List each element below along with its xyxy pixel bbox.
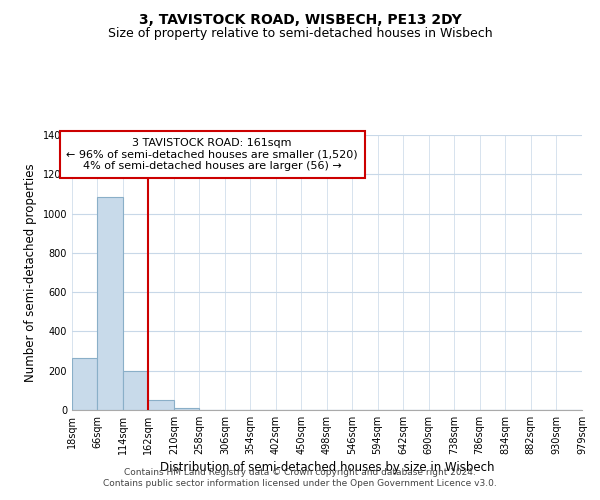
Bar (174, 408, 199, 410)
Y-axis label: Number of semi-detached properties: Number of semi-detached properties (24, 163, 37, 382)
Text: Size of property relative to semi-detached houses in Wisbech: Size of property relative to semi-detach… (107, 28, 493, 40)
Bar (97, 197, 123, 410)
Bar (123, 370, 148, 410)
Text: 3 TAVISTOCK ROAD: 161sqm
← 96% of semi-detached houses are smaller (1,520)
4% of: 3 TAVISTOCK ROAD: 161sqm ← 96% of semi-d… (66, 138, 358, 171)
Text: Contains HM Land Registry data © Crown copyright and database right 2024.
Contai: Contains HM Land Registry data © Crown c… (103, 468, 497, 487)
X-axis label: Distribution of semi-detached houses by size in Wisbech: Distribution of semi-detached houses by … (160, 461, 494, 474)
Bar (72, 358, 97, 410)
Bar (148, 400, 174, 410)
Text: 3, TAVISTOCK ROAD, WISBECH, PE13 2DY: 3, TAVISTOCK ROAD, WISBECH, PE13 2DY (139, 12, 461, 26)
